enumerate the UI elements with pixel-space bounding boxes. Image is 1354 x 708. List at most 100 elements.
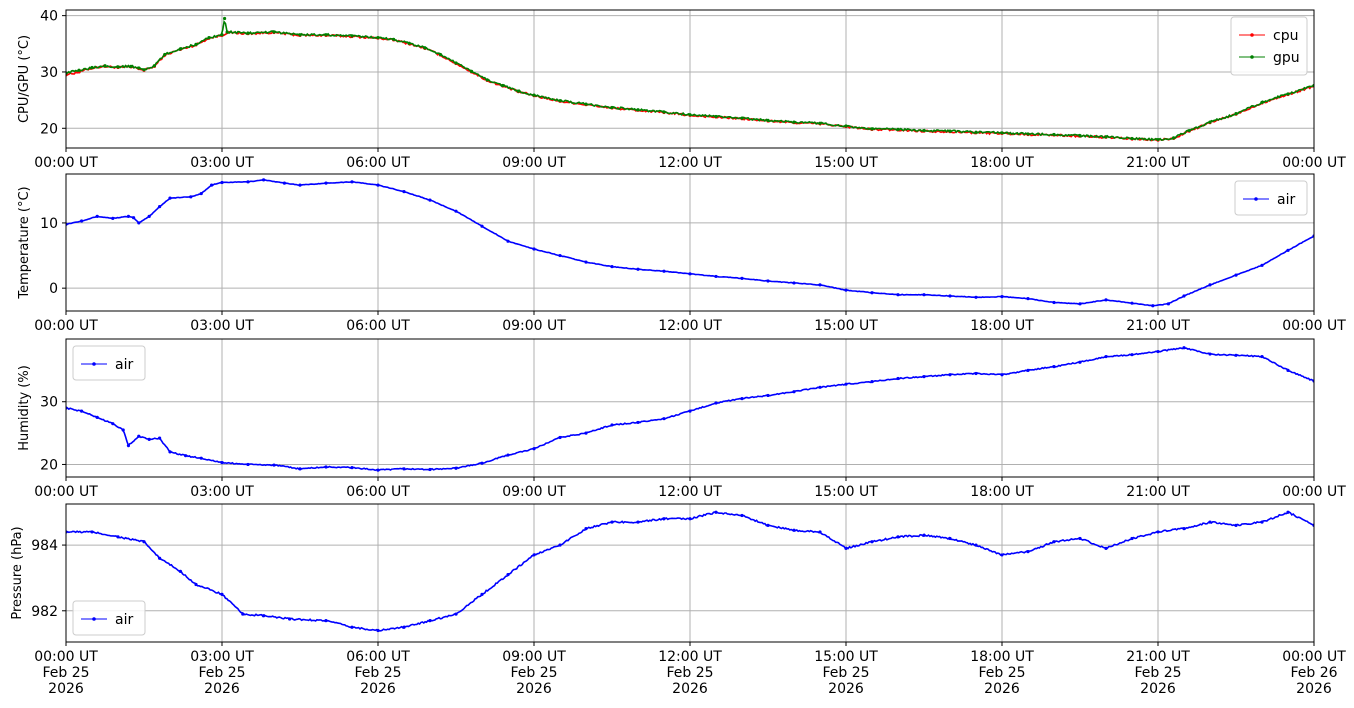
x-tick-label-line: 18:00 UT (970, 318, 1034, 334)
data-point (1166, 302, 1170, 306)
x-tick-label: 06:00 UT (346, 155, 410, 171)
x-tick-label-line: 00:00 UT (34, 484, 98, 500)
x-tick-label-line: 06:00 UT (346, 155, 410, 171)
data-point (584, 102, 588, 106)
data-point (324, 33, 328, 37)
chart-panel-3: 00:00 UT 03:00 UT 06:00 UT 09:00 UT 12:00 UT… (17, 338, 1346, 500)
data-point (740, 276, 744, 280)
x-tick-label: 00:00 UT (1282, 484, 1346, 500)
x-tick-label-line: 2026 (1140, 681, 1176, 697)
data-point (584, 527, 588, 531)
data-point (324, 181, 328, 185)
data-point (558, 435, 562, 440)
data-point (636, 420, 640, 425)
data-point (558, 543, 562, 547)
series-gpu (66, 16, 1314, 142)
y-tick-label: 0 (49, 281, 58, 297)
y-axis-label: Humidity (%) (17, 365, 32, 451)
data-point (714, 274, 718, 279)
data-point (1000, 131, 1004, 135)
data-point (246, 462, 250, 467)
data-point (376, 36, 380, 40)
data-point (137, 66, 141, 70)
data-point (922, 375, 926, 379)
x-tick-label-line: 00:00 UT (34, 318, 98, 334)
data-point (1078, 302, 1082, 306)
x-tick-label-line: Feb 25 (822, 665, 869, 681)
data-point (1286, 92, 1290, 96)
data-point (298, 33, 302, 37)
data-point (506, 453, 510, 457)
x-tick-label-line: 2026 (516, 681, 552, 697)
x-tick-label: 18:00 UT (970, 155, 1034, 171)
legend-label: air (1277, 192, 1295, 208)
data-point (178, 569, 182, 573)
data-point (1052, 540, 1056, 544)
data-point (1104, 135, 1108, 139)
data-point (262, 178, 266, 182)
x-tick-label: 09:00 UT (502, 484, 566, 500)
legend-swatch-marker (1250, 55, 1254, 59)
x-tick-label: 00:00 UT (34, 155, 98, 171)
data-point (584, 260, 588, 264)
data-point (142, 540, 146, 544)
y-tick-label: 20 (40, 457, 58, 473)
data-point (77, 68, 81, 72)
data-point (974, 295, 978, 299)
data-point (714, 401, 718, 405)
data-point (1156, 530, 1160, 534)
x-tick-label: 12:00 UT (658, 155, 722, 171)
x-tick-label: 09:00 UT Feb 25 2026 (502, 649, 566, 697)
data-point (714, 114, 718, 119)
x-tick-label-line: Feb 25 (42, 665, 89, 681)
legend: air (1234, 180, 1308, 216)
x-tick-label: 06:00 UT Feb 25 2026 (346, 649, 410, 697)
data-point (688, 272, 692, 276)
data-point (1130, 301, 1134, 305)
data-point (288, 617, 292, 621)
data-point (80, 219, 84, 223)
x-tick-label-line: Feb 25 (198, 665, 245, 681)
data-point (126, 444, 130, 448)
data-point (272, 30, 276, 34)
x-tick-label-line: 03:00 UT (190, 318, 254, 334)
data-point (1286, 368, 1290, 372)
legend-swatch-marker (1250, 33, 1254, 37)
data-point (1104, 298, 1108, 302)
data-point (974, 371, 978, 376)
x-tick-label: 09:00 UT (502, 155, 566, 171)
data-point (407, 41, 411, 45)
x-tick-label-line: 06:00 UT (346, 649, 410, 665)
data-point (844, 288, 848, 292)
data-point (207, 36, 211, 40)
data-point (1156, 349, 1160, 354)
x-tick-label-line: 00:00 UT (1282, 649, 1346, 665)
data-point (766, 523, 770, 527)
x-tick-label-line: 09:00 UT (502, 318, 566, 334)
x-tick-label-line: 15:00 UT (814, 484, 878, 500)
data-point (1130, 353, 1134, 357)
x-tick-label-line: 03:00 UT (190, 155, 254, 171)
legend: air (72, 600, 146, 636)
chart-panel-1: 00:00 UT 03:00 UT 06:00 UT 09:00 UT 12:00 UT… (17, 9, 1346, 171)
data-point (129, 64, 133, 68)
data-point (1234, 523, 1238, 527)
x-tick-label-line: Feb 25 (354, 665, 401, 681)
data-point (558, 253, 562, 258)
data-point (1286, 248, 1290, 252)
data-point (111, 422, 115, 426)
x-tick-label-line: 2026 (672, 681, 708, 697)
y-tick-label: 20 (40, 121, 58, 137)
data-point (147, 214, 151, 219)
y-tick-label: 30 (40, 65, 58, 81)
data-point (1182, 294, 1186, 298)
data-point (532, 93, 536, 97)
series-air (66, 510, 1314, 633)
x-tick-label-line: 00:00 UT (1282, 484, 1346, 500)
data-point (662, 517, 666, 521)
data-point (740, 513, 744, 518)
legend-label: cpu (1273, 28, 1298, 44)
data-point (80, 409, 84, 413)
